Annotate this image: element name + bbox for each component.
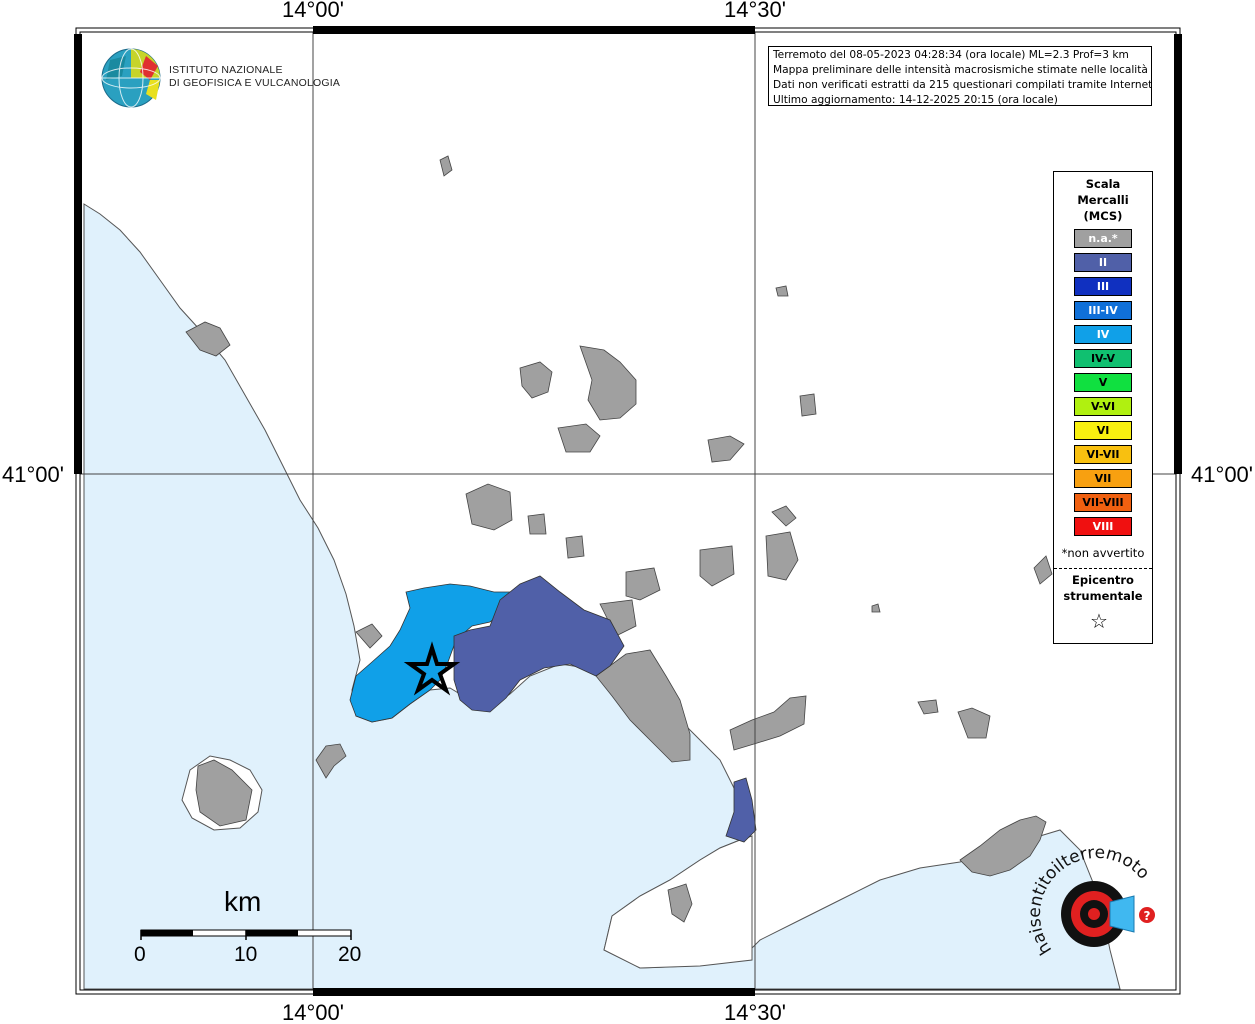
scale-tick-0: 0 <box>134 943 146 966</box>
legend-swatch: V <box>1074 373 1132 392</box>
legend-swatch: V-VI <box>1074 397 1132 416</box>
legend-swatch: VI-VII <box>1074 445 1132 464</box>
right-label-41-00: 41°00' <box>1191 462 1253 487</box>
scale-tick-10: 10 <box>234 943 258 966</box>
epicenter-star <box>403 641 461 696</box>
legend-swatch: IV-V <box>1074 349 1132 368</box>
epicenter-label-2: strumentale <box>1063 589 1143 603</box>
procida-na <box>315 743 347 779</box>
legend-swatch: n.a.* <box>1074 229 1132 248</box>
legend-swatch: III-IV <box>1074 301 1132 320</box>
mcs-legend: Scala Mercalli (MCS) n.a.* II III III-IV IV I… <box>1053 171 1153 644</box>
legend-divider <box>1054 568 1152 569</box>
legend-title-line-2: Mercalli <box>1077 193 1129 207</box>
ingv-logo-text: ISTITUTO NAZIONALE DI GEOFISICA E VULCAN… <box>169 64 340 90</box>
scale-unit: km <box>224 886 262 917</box>
graticule <box>80 32 1176 990</box>
legend-title-line-1: Scala <box>1085 177 1121 191</box>
sorrento-na <box>667 883 693 923</box>
event-info-box: Terremoto del 08-05-2023 04:28:34 (ora l… <box>768 46 1152 106</box>
bottom-label-14-30: 14°30' <box>724 1000 786 1024</box>
svg-text:?: ? <box>1144 909 1151 923</box>
top-label-14-30: 14°30' <box>724 0 786 22</box>
info-line-2: Mappa preliminare delle intensità macros… <box>773 64 1148 76</box>
legend-swatch: II <box>1074 253 1132 272</box>
logo-line-1: ISTITUTO NAZIONALE <box>169 64 283 76</box>
info-line-3: Dati non verificati estratti da 215 ques… <box>773 79 1152 91</box>
top-label-14-00: 14°00' <box>282 0 344 22</box>
info-line-4: Ultimo aggiornamento: 14-12-2025 20:15 (… <box>773 94 1058 106</box>
scale-bar <box>140 929 352 940</box>
legend-title-line-3: (MCS) <box>1083 209 1123 223</box>
na-municipalities <box>185 155 1053 877</box>
legend-swatch: VI <box>1074 421 1132 440</box>
info-line-1: Terremoto del 08-05-2023 04:28:34 (ora l… <box>773 49 1129 61</box>
epicenter-label-1: Epicentro <box>1072 573 1134 587</box>
legend-note: *non avvertito <box>1061 546 1145 560</box>
map-frame <box>74 26 1182 996</box>
legend-swatch: VII-VIII <box>1074 493 1132 512</box>
legend-swatch: III <box>1074 277 1132 296</box>
intensity-ii-area <box>453 575 625 713</box>
intensity-ii-area-2 <box>725 777 757 843</box>
logo-line-2: DI GEOFISICA E VULCANOLOGIA <box>169 77 341 89</box>
ischia-na <box>195 759 253 827</box>
ingv-logo-icon <box>101 48 161 108</box>
left-label-41-00: 41°00' <box>2 462 64 487</box>
bottom-label-14-00: 14°00' <box>282 1000 344 1024</box>
legend-swatch: VII <box>1074 469 1132 488</box>
epicenter-legend: Epicentro strumentale <box>1054 572 1152 604</box>
legend-title: Scala Mercalli (MCS) <box>1054 176 1152 224</box>
legend-swatch: VIII <box>1074 517 1132 536</box>
legend-swatch: IV <box>1074 325 1132 344</box>
scale-tick-20: 20 <box>338 943 362 966</box>
star-icon: ☆ <box>1090 609 1108 633</box>
